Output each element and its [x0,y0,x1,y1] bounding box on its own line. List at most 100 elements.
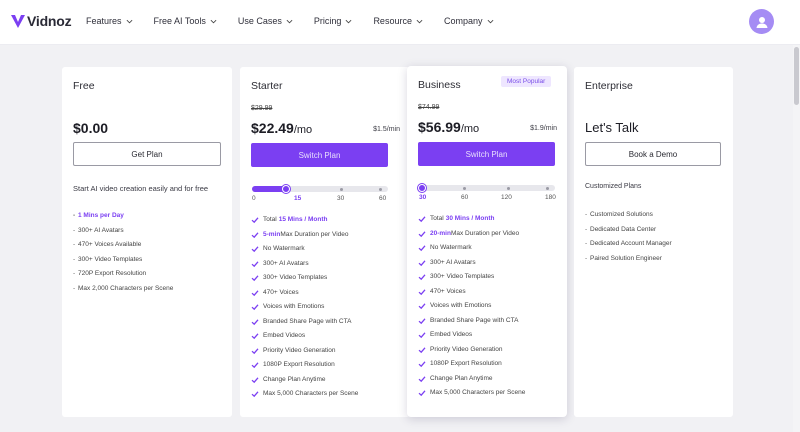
main-nav: Features Free AI Tools Use Cases Pricing… [86,16,515,26]
list-item: Change Plan Anytime [251,373,401,388]
vidnoz-logo[interactable]: Vidnoz [10,11,72,31]
user-avatar[interactable] [749,9,774,34]
list-item: -1 Mins per Day [73,209,223,224]
nav-label: Use Cases [237,16,282,26]
book-demo-button[interactable]: Book a Demo [585,142,721,166]
list-item: Voices with Emotions [251,300,401,315]
feature-list: Total 30 Mins / Month 20-min Max Duratio… [418,212,568,401]
list-item: Branded Share Page with CTA [251,315,401,330]
list-item: - Paired Solution Engineer [585,252,735,267]
plan-card-free: Free $0.00 Get Plan Start AI video creat… [62,67,232,417]
contact-headline: Let's Talk [585,120,639,135]
price-per-minute: $1.9/min [530,125,557,132]
plan-price: $22.49/mo [251,120,312,136]
feature-text: 300+ Video Templates [430,273,495,280]
feature-text: Max Duration per Video [280,230,349,238]
check-icon [251,348,259,354]
plan-subtitle: Customized Plans [585,183,642,190]
check-icon [251,275,259,282]
top-navigation-bar: Vidnoz Features Free AI Tools Use Cases … [0,0,800,45]
feature-text: Paired Solution Engineer [590,254,662,262]
check-icon [251,246,259,253]
chevron-down-icon [210,19,217,23]
feature-text: 470+ Voices [263,288,299,296]
feature-text: 1080P Export Resolution [263,361,335,368]
list-item: 300+ Video Templates [418,270,568,285]
feature-text: Voices with Emotions [430,302,492,309]
plan-name: Business [418,79,461,91]
list-item: Branded Share Page with CTA [418,314,568,329]
check-icon [251,290,259,296]
slider-tick-dot [340,188,343,191]
check-icon [418,376,426,382]
feature-text: Dedicated Data Center [590,225,657,233]
list-item: No Watermark [418,241,568,256]
price-per-minute: $1.5/min [373,126,400,133]
list-item: 5-min Max Duration per Video [251,228,401,243]
check-icon [418,318,426,324]
nav-resource[interactable]: Resource [373,16,423,26]
feature-text: Priority Video Generation [263,346,336,354]
feature-text: Max Duration per Video [450,229,520,237]
nav-free-ai-tools[interactable]: Free AI Tools [154,16,217,26]
feature-text: 470+ Voices Available [78,241,142,248]
feature-text: Embed Videos [430,331,473,338]
minutes-slider[interactable] [418,184,555,192]
feature-highlight: 15 Mins / Month [278,216,328,223]
feature-text: Priority Video Generation [430,345,503,353]
plan-price: $0.00 [73,120,109,136]
nav-use-cases[interactable]: Use Cases [238,16,293,26]
slider-tick-label: 60 [461,194,469,201]
price-period: /mo [293,124,313,136]
feature-text: Max 5,000 Characters per Scene [263,390,359,397]
check-icon [418,216,426,223]
chevron-down-icon [286,19,293,23]
list-item: - Customized Solutions [585,208,735,223]
feature-text: Voices with Emotions [263,303,325,310]
check-icon [251,261,259,267]
feature-text: Customized Solutions [590,211,653,218]
switch-plan-button[interactable]: Switch Plan [251,143,388,167]
feature-highlight: 20-min [430,229,451,237]
scrollbar-thumb[interactable] [794,47,799,105]
slider-tick-label: 15 [294,195,302,202]
minutes-slider[interactable] [252,185,388,193]
most-popular-badge: Most Popular [501,76,552,87]
page-scrollbar[interactable] [793,45,800,432]
get-plan-button[interactable]: Get Plan [73,142,221,166]
nav-label: Features [86,16,122,26]
list-item: Change Plan Anytime [418,372,568,387]
switch-plan-button[interactable]: Switch Plan [418,142,555,166]
feature-text: 300+ Video Templates [78,255,143,263]
feature-text: Total [430,215,444,222]
chevron-down-icon [487,19,493,23]
chevron-down-icon [126,19,132,23]
slider-tick-label: 30 [419,194,427,201]
list-item: Priority Video Generation [418,343,568,358]
list-item: Embed Videos [418,328,568,343]
feature-highlight: 30 Mins / Month [445,215,495,222]
slider-tick-dot [463,187,466,190]
check-icon [251,304,259,311]
nav-pricing[interactable]: Pricing [314,16,353,26]
feature-list: Total 15 Mins / Month 5-min Max Duration… [251,213,401,402]
plan-price: $56.99/mo [418,119,479,135]
feature-text: 1080P Export Resolution [430,360,502,367]
nav-label: Company [443,16,483,26]
nav-company[interactable]: Company [444,16,494,26]
nav-label: Resource [373,16,412,26]
list-item: 300+ AI Avatars [251,257,401,272]
check-icon [418,260,426,266]
feature-text: Branded Share Page with CTA [263,317,352,325]
slider-handle[interactable] [282,185,290,193]
nav-features[interactable]: Features [86,16,133,26]
feature-text: Change Plan Anytime [430,374,493,382]
check-icon [418,289,426,295]
list-item: Priority Video Generation [251,344,401,359]
user-icon [756,16,767,28]
list-item: Total 15 Mins / Month [251,213,401,228]
check-icon [251,391,259,398]
price-amount: $56.99 [418,119,461,135]
feature-text: Dedicated Account Manager [590,240,672,247]
slider-handle[interactable] [418,184,426,192]
